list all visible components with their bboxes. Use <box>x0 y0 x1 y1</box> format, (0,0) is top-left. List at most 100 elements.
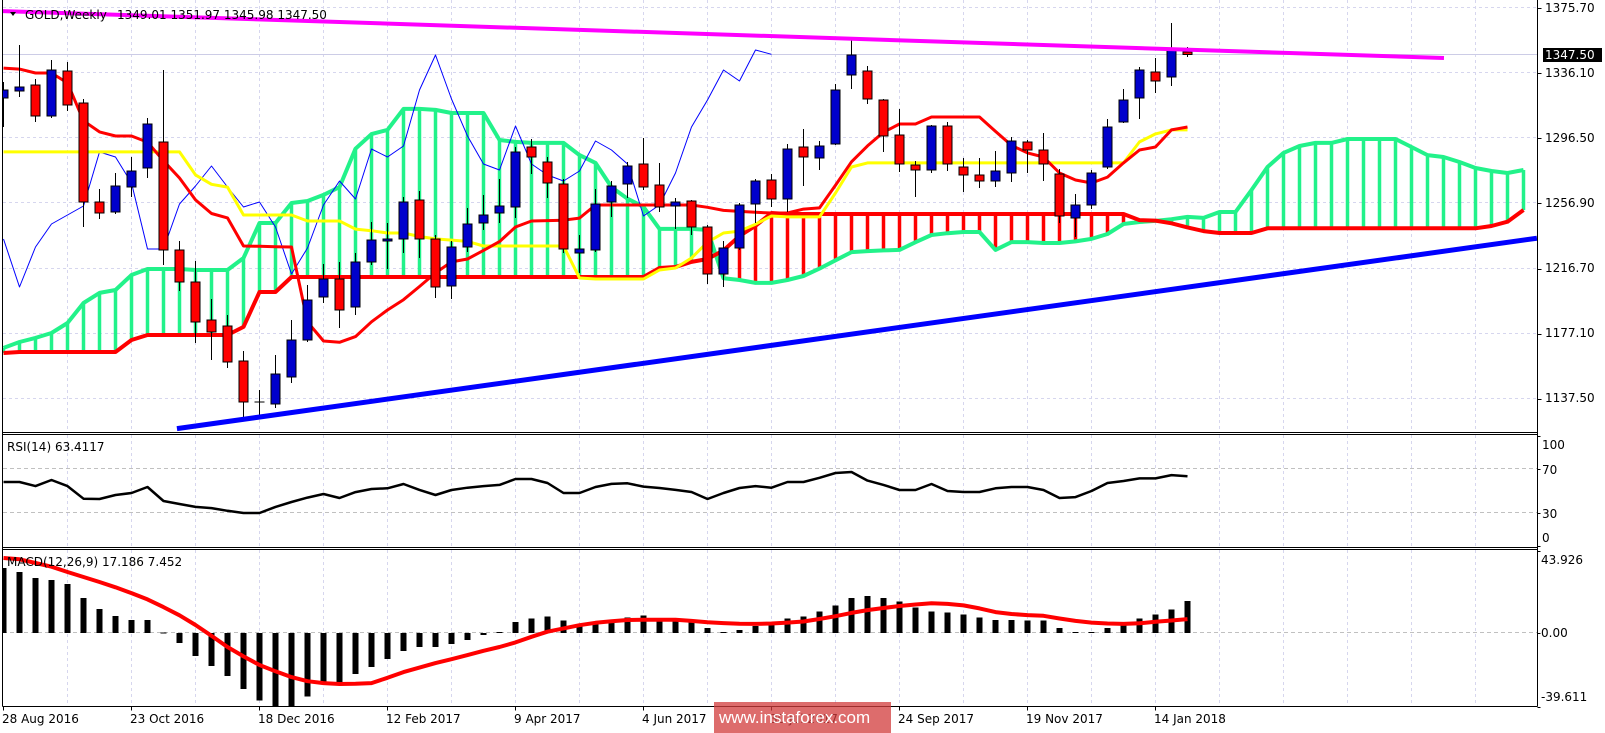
time-axis[interactable]: 28 Aug 2016 23 Oct 2016 18 Dec 2016 12 F… <box>0 707 1538 733</box>
candle <box>494 178 505 224</box>
candle-body <box>206 319 217 333</box>
candle-body <box>958 166 969 176</box>
candle-body <box>638 163 649 188</box>
resistance-trendline[interactable] <box>0 9 1445 61</box>
candle <box>350 253 361 316</box>
price-tick-label: 1256.90 <box>1545 196 1595 210</box>
candle <box>254 389 265 418</box>
price-tick-label: 1137.50 <box>1545 391 1595 405</box>
candle <box>766 174 777 207</box>
macd-bar <box>368 633 375 668</box>
candle-body <box>3 89 9 99</box>
macd-bar <box>400 633 407 651</box>
macd-bar <box>464 633 471 640</box>
macd-bar <box>336 633 343 682</box>
candle-body <box>222 325 233 363</box>
candle <box>318 264 329 304</box>
candle <box>398 197 409 254</box>
date-tick-label: 28 Aug 2016 <box>2 712 79 726</box>
watermark: www.instaforex.com <box>714 702 891 733</box>
candle <box>190 260 201 344</box>
macd-bar <box>672 618 679 634</box>
candle <box>558 178 569 254</box>
main-chart-plot[interactable] <box>0 9 1537 432</box>
macd-bar <box>1008 619 1015 634</box>
candle <box>782 144 793 213</box>
candle <box>590 188 601 253</box>
candle <box>958 158 969 192</box>
macd-bar <box>784 618 791 634</box>
candle <box>414 190 425 258</box>
candle-body <box>494 205 505 214</box>
macd-bar <box>480 633 487 636</box>
candle-body <box>830 89 841 145</box>
macd-bar <box>416 633 423 648</box>
price-tick-label: 1375.70 <box>1545 1 1595 15</box>
triangle-down-icon[interactable] <box>10 12 16 16</box>
rsi-tick-label: 30 <box>1542 507 1558 521</box>
candle-body <box>238 360 249 403</box>
macd-bar <box>592 622 599 634</box>
candle-body <box>1054 173 1065 217</box>
candle <box>206 298 217 360</box>
candle-body <box>670 201 681 207</box>
candle <box>910 161 921 198</box>
macd-bar <box>848 598 855 634</box>
candle-body <box>1022 141 1033 151</box>
macd-bar <box>512 621 519 634</box>
macd-bar <box>448 633 455 645</box>
support-trendline[interactable] <box>176 235 1537 432</box>
candle-body <box>46 69 57 117</box>
macd-plot <box>3 556 1191 706</box>
macd-tick-label: 43.926 <box>1541 553 1583 567</box>
candle <box>670 198 681 229</box>
candle-body <box>302 299 313 341</box>
candle-body <box>574 248 585 254</box>
macd-bar <box>432 633 439 648</box>
candle <box>814 140 825 170</box>
chart-header: GOLD,Weekly 1349.01 1351.97 1345.98 1347… <box>0 0 420 24</box>
candle <box>62 62 73 111</box>
rsi-line <box>3 470 1188 515</box>
candle-body <box>94 201 105 214</box>
macd-bar <box>160 632 167 634</box>
candle-body <box>862 70 873 100</box>
candle <box>542 156 553 199</box>
candle-body <box>686 200 697 228</box>
candle-body <box>910 164 921 171</box>
macd-axis[interactable]: 43.926 0.00 -39.611 <box>1538 549 1605 706</box>
price-axis[interactable]: 1375.70 1336.10 1296.50 1256.90 1216.70 … <box>1538 0 1605 433</box>
macd-bar <box>928 611 935 634</box>
rsi-tick-label: 100 <box>1542 438 1565 452</box>
candle-body <box>1118 99 1129 123</box>
candle <box>158 70 169 266</box>
date-tick-label: 14 Jan 2018 <box>1154 712 1226 726</box>
candle-body <box>190 281 201 323</box>
candle <box>1054 168 1065 224</box>
candle <box>622 162 633 199</box>
price-tick-label: 1216.70 <box>1545 261 1595 275</box>
macd-bar <box>1024 620 1031 634</box>
rsi-axis[interactable]: 100 70 30 0 <box>1538 434 1605 548</box>
macd-bar <box>304 633 311 697</box>
candle-body <box>430 238 441 288</box>
macd-bar <box>240 633 247 690</box>
candle-body <box>590 203 601 251</box>
candle-body <box>542 161 553 184</box>
candle <box>286 319 297 384</box>
candle <box>878 98 889 152</box>
candle <box>942 122 953 172</box>
candle <box>3 82 9 127</box>
candle-body <box>846 54 857 76</box>
candle <box>94 188 105 219</box>
candle <box>1022 139 1033 174</box>
candle-body <box>174 249 185 283</box>
candle <box>862 66 873 104</box>
candle-body <box>1134 69 1145 99</box>
candle <box>110 173 121 215</box>
candle <box>1006 136 1017 182</box>
macd-bar <box>832 605 839 634</box>
candle <box>1150 58 1161 94</box>
date-tick-label: 24 Sep 2017 <box>898 712 975 726</box>
